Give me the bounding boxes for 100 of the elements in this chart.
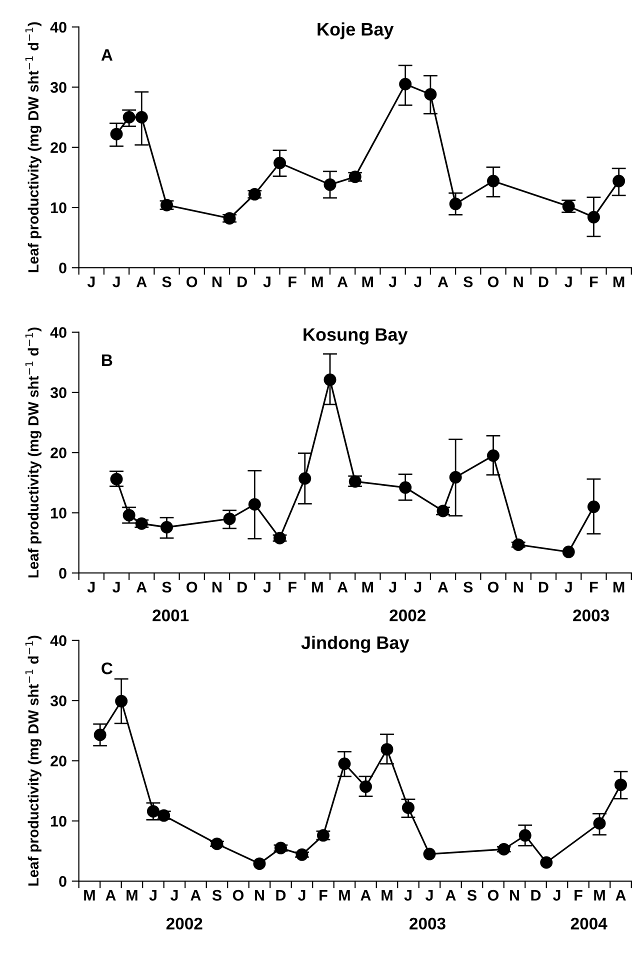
y-tick-label: 20: [50, 142, 66, 154]
x-tick-label: J: [87, 276, 95, 288]
text: 2001: [152, 610, 189, 622]
x-tick-label: J: [263, 276, 270, 288]
x-tick-label: F: [574, 890, 582, 901]
y-tick-label: 10: [51, 816, 66, 827]
point: [248, 498, 261, 511]
point: [274, 842, 287, 854]
x-tick-label: J: [112, 582, 120, 593]
x-tick-label: A: [190, 890, 201, 901]
point: [487, 449, 500, 462]
x-tick-label: A: [106, 890, 116, 901]
x-tick-label: J: [552, 890, 560, 901]
x-tick-label: S: [162, 276, 172, 288]
point: [324, 374, 336, 386]
point: [298, 472, 312, 485]
y-tick-label: 20: [50, 447, 66, 458]
x-tick-label: O: [186, 582, 198, 593]
y-axis-title: Leaf productivity (mg DW sht$^{−1}$ d$^{−1}$): [25, 636, 42, 886]
x-tick-label: F: [590, 276, 598, 288]
x-tick-label: M: [362, 582, 374, 592]
point: [94, 728, 106, 742]
y-tick-label: 40: [50, 327, 66, 338]
point: [512, 538, 525, 551]
point: [146, 805, 160, 818]
x-tick-label: J: [87, 582, 95, 593]
point: [115, 694, 128, 708]
x-tick-label: J: [149, 890, 156, 901]
x-tick-label: M: [382, 890, 392, 901]
x-tick-label: D: [276, 890, 286, 901]
point: [135, 110, 148, 124]
point: [487, 174, 500, 188]
y-tick-label: 10: [51, 508, 66, 518]
point: [338, 758, 351, 770]
y-tick-label: 0: [59, 876, 66, 887]
point: [324, 178, 336, 191]
y-tick-label: 0: [59, 262, 66, 274]
chart-title: Koje Bay: [318, 22, 394, 40]
point: [449, 471, 462, 484]
y-tick-label: 30: [50, 387, 66, 398]
x-tick-label: N: [212, 276, 222, 288]
point: [110, 128, 123, 140]
y-tick-label: 40: [50, 635, 66, 646]
chart-title: Jindong Bay: [301, 636, 410, 653]
x-tick-label: D: [238, 582, 247, 592]
point: [380, 743, 394, 756]
x-tick-label: F: [288, 582, 296, 592]
x-tick-label: S: [467, 890, 476, 901]
x-tick-label: M: [362, 276, 374, 288]
x-tick-label: A: [360, 890, 371, 901]
point: [296, 848, 308, 861]
text: 2003: [573, 610, 609, 622]
x-tick-label: J: [112, 276, 120, 288]
text: 2002: [166, 918, 202, 930]
x-tick-label: M: [339, 890, 350, 901]
x-tick-label: D: [531, 890, 541, 901]
point: [593, 817, 606, 830]
point: [274, 532, 286, 544]
point: [423, 848, 436, 860]
point: [399, 78, 412, 90]
x-tick-label: F: [320, 890, 328, 901]
x-tick-label: A: [438, 582, 448, 592]
x-tick-label: J: [414, 582, 422, 593]
point: [540, 856, 553, 869]
text: 2002: [390, 610, 426, 622]
x-tick-label: J: [564, 582, 572, 593]
x-tick-label: A: [136, 276, 147, 288]
x-tick-label: A: [337, 276, 348, 288]
x-tick-label: O: [488, 276, 499, 288]
point: [587, 210, 600, 224]
x-tick-label: N: [514, 276, 523, 288]
x-tick-label: J: [388, 276, 396, 288]
x-tick-label: J: [170, 890, 178, 901]
x-tick-label: N: [254, 890, 264, 901]
y-axis-title: Leaf productivity (mg DW sht$^{−1}$ d$^{−1}$): [25, 22, 42, 272]
x-tick-label: S: [463, 582, 473, 593]
annotation: C: [102, 662, 113, 674]
x-tick-label: M: [312, 276, 323, 288]
point: [253, 857, 266, 870]
point: [402, 801, 414, 814]
x-tick-label: D: [538, 276, 548, 288]
x-tick-label: J: [564, 276, 572, 288]
x-tick-label: J: [263, 582, 270, 593]
x-tick-label: N: [212, 582, 222, 592]
x-tick-label: S: [162, 582, 172, 593]
x-tick-label: F: [288, 276, 296, 288]
x-tick-label: O: [488, 890, 499, 901]
point: [498, 842, 510, 856]
x-tick-label: A: [337, 582, 348, 592]
point: [614, 778, 628, 792]
x-tick-label: D: [238, 276, 247, 288]
point: [122, 110, 136, 124]
x-tick-label: D: [538, 582, 548, 592]
point: [562, 546, 575, 558]
y-tick-label: 30: [50, 82, 66, 93]
x-tick-label: M: [613, 582, 624, 592]
x-tick-label: A: [136, 582, 147, 592]
y-axis-title: Leaf productivity (mg DW sht$^{−1}$ d$^{−1}$): [25, 328, 42, 578]
point: [518, 829, 532, 842]
text: 2003: [410, 918, 446, 930]
